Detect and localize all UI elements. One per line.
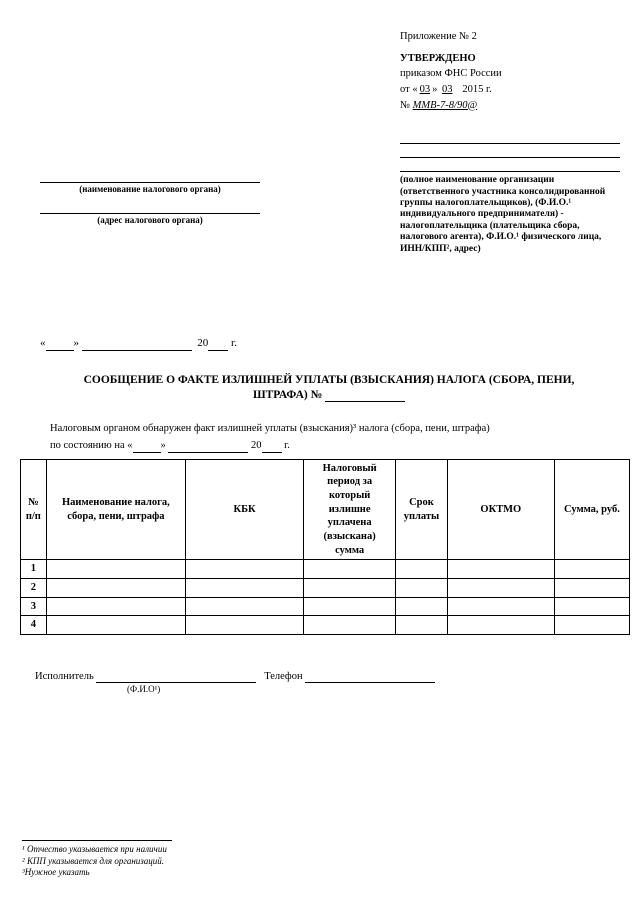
organization-block: (полное наименование организации (ответс… [400, 130, 620, 255]
tax-authority-name-caption: (наименование налогового органа) [40, 184, 260, 196]
tax-authority-name-line[interactable] [40, 169, 260, 183]
footnote-rule [22, 840, 172, 841]
tax-authority-addr-caption: (адрес налогового органа) [40, 215, 260, 227]
approved-title: УТВЕРЖДЕНО [400, 52, 620, 66]
status-year-blank[interactable] [262, 452, 282, 453]
doc-number-blank[interactable] [325, 401, 405, 402]
phone-label: Телефон [264, 671, 302, 682]
reg-number: ММВ-7-8/90@ [413, 100, 477, 111]
status-month-blank[interactable] [168, 452, 248, 453]
org-line-1[interactable] [400, 130, 620, 144]
body-text: Налоговым органом обнаружен факт излишне… [50, 422, 628, 452]
approved-by: приказом ФНС России [400, 67, 620, 81]
phone-blank[interactable] [305, 682, 435, 683]
col-oktmo: ОКТМО [447, 459, 554, 559]
tax-authority-block: (наименование налогового органа) (адрес … [40, 169, 260, 226]
tax-authority-addr-line[interactable] [40, 200, 260, 214]
org-caption: (полное наименование организации (ответс… [400, 175, 620, 255]
org-line-2[interactable] [400, 144, 620, 158]
reg-number-line: № ММВ-7-8/90@ [400, 99, 620, 113]
appendix-label: Приложение № 2 [400, 30, 620, 44]
approval-date: от «03» 03 2015 г. [400, 83, 620, 97]
overpayment-table: № п/п Наименование налога, сбора, пени, … [20, 459, 630, 635]
executor-caption: (Ф.И.О¹) [127, 684, 628, 696]
signature-line: Исполнитель Телефон (Ф.И.О¹) [35, 670, 628, 696]
executor-label: Исполнитель [35, 671, 94, 682]
table-header-row: № п/п Наименование налога, сбора, пени, … [21, 459, 630, 559]
col-period: Налоговый период за который излишне упла… [304, 459, 396, 559]
status-day-blank[interactable] [133, 452, 161, 453]
col-term: Срок уплаты [396, 459, 447, 559]
table-row: 3 [21, 597, 630, 616]
footnote-1: ¹ Отчество указывается при наличии [22, 844, 382, 856]
document-title: СООБЩЕНИЕ О ФАКТЕ ИЗЛИШНЕЙ УПЛАТЫ (ВЗЫСК… [30, 373, 628, 403]
document-date: «» 20 г. [40, 336, 628, 350]
footnotes: ¹ Отчество указывается при наличии ² КПП… [22, 840, 382, 879]
col-name: Наименование налога, сбора, пени, штрафа [46, 459, 185, 559]
header-block: Приложение № 2 УТВЕРЖДЕНО приказом ФНС Р… [400, 30, 620, 112]
date-year-blank[interactable] [208, 350, 228, 351]
executor-name-blank[interactable] [96, 682, 256, 683]
org-line-3[interactable] [400, 158, 620, 172]
date-day-blank[interactable] [46, 350, 74, 351]
col-kbk: КБК [186, 459, 304, 559]
col-sum: Сумма, руб. [554, 459, 629, 559]
footnote-2: ² КПП указывается для организаций. [22, 856, 382, 868]
table-row: 2 [21, 578, 630, 597]
table-row: 4 [21, 616, 630, 635]
footnote-3: ³Нужное указать [22, 867, 382, 879]
col-num: № п/п [21, 459, 47, 559]
table-row: 1 [21, 560, 630, 579]
date-month-blank[interactable] [82, 350, 192, 351]
